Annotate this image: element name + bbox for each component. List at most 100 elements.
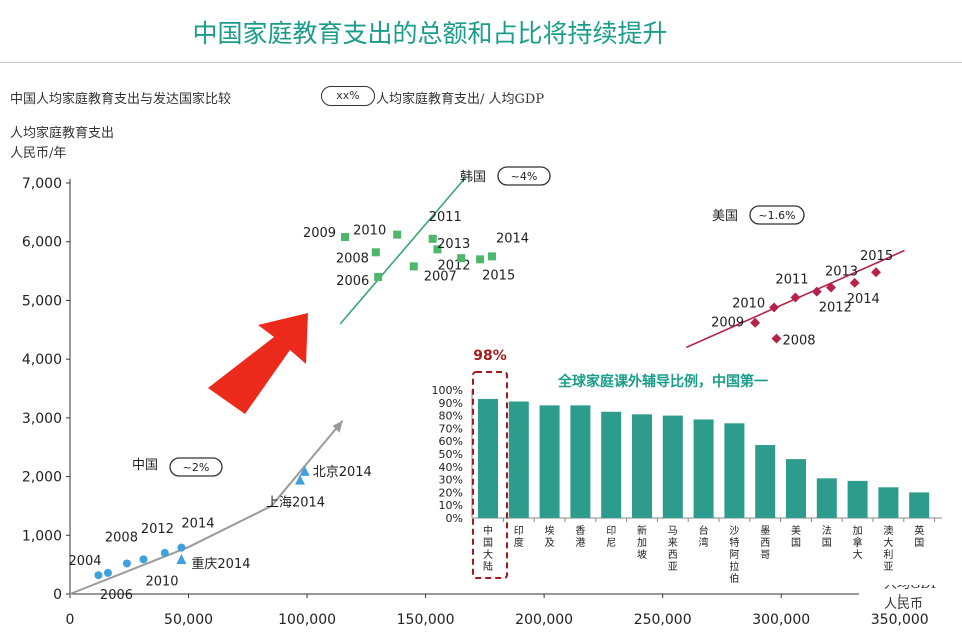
point-year-label: 2013 [825, 265, 858, 280]
y-axis-label-line-1: 人均家庭教育支出 [10, 126, 115, 141]
point-year-label: 2014 [496, 231, 529, 246]
china-city-point [299, 465, 310, 476]
bar-category-label-char: 及 [545, 537, 555, 549]
bar-category-label-char: 度 [514, 536, 524, 549]
bar-category-label-char: 大 [883, 536, 893, 549]
bar-category-label-char: 台 [699, 524, 709, 537]
bar-category-label-char: 加 [637, 537, 647, 549]
usa-point [771, 333, 782, 344]
bar [478, 398, 498, 518]
ratio-pill-label: ~1.6% [758, 209, 795, 222]
usa-point [826, 282, 836, 293]
point-year-label: 2010 [353, 224, 386, 239]
korea-point [428, 234, 437, 243]
korea-trend-line [339, 176, 467, 325]
usa-point [790, 292, 801, 303]
point-year-label: 2011 [775, 272, 808, 287]
point-year-label: 2008 [336, 251, 369, 266]
china-trend-line [69, 420, 344, 595]
point-year-label: 2012 [141, 522, 174, 537]
point-year-label: 2015 [860, 249, 893, 264]
point-year-label: 2006 [336, 274, 369, 289]
bar [847, 480, 868, 518]
korea-point [340, 233, 349, 242]
y-tick-label: 7,000 [22, 176, 62, 192]
point-year-label: 2009 [303, 226, 336, 241]
ratio-pill [169, 457, 223, 477]
bar [662, 415, 683, 518]
bar-category-label-char: 国 [914, 537, 924, 549]
bar-category-label-char: 哥 [760, 549, 770, 561]
legend-note: 人均家庭教育支出/ 人均GDP [376, 92, 545, 107]
x-tick-label: 100,000 [278, 612, 336, 628]
bar-category-label-char: 墨 [760, 525, 770, 537]
bar-y-tick-label: 30% [439, 474, 463, 487]
point-year-label: 2010 [145, 574, 178, 589]
usa-point [769, 302, 780, 313]
bar-category-label-char: 阿 [729, 549, 739, 561]
usa-point [750, 317, 761, 328]
bar-category-label-char: 加 [853, 525, 863, 537]
bar-category-label-char: 英 [914, 524, 924, 537]
point-year-label: 2011 [429, 210, 462, 225]
korea-point [476, 255, 485, 264]
city-point-label: 重庆2014 [191, 556, 250, 572]
highlight-value-label: 98% [473, 348, 507, 364]
bar-y-tick-label: 60% [439, 435, 463, 448]
series-name-label: 中国 [132, 458, 158, 473]
point-year-label: 2009 [711, 316, 744, 331]
korea-point [371, 248, 380, 257]
x-tick-label: 0 [66, 612, 75, 628]
bar-category-label-char: 拿 [853, 536, 863, 549]
china-point [122, 559, 131, 568]
x-tick-label: 300,000 [752, 612, 810, 628]
x-axis-label-line-2: 人民币 [884, 597, 924, 612]
x-tick-label: 50,000 [164, 612, 213, 628]
usa-point [871, 267, 881, 278]
bar-category-label-char: 西 [760, 538, 770, 549]
usa-point [811, 286, 822, 297]
china-city-point [294, 474, 305, 485]
bar-y-tick-label: 0% [446, 512, 463, 525]
y-axis-label-line-2: 人民币/年 [10, 146, 67, 161]
bar-category-label-char: 大 [483, 548, 493, 561]
x-tick-label: 250,000 [634, 612, 692, 628]
bar-category-label-char: 拉 [729, 560, 739, 573]
bar [632, 414, 652, 518]
bar-y-tick-label: 50% [439, 448, 463, 461]
china-trend-arrowhead [332, 420, 343, 433]
bar-category-label-char: 埃 [545, 524, 555, 537]
bar [755, 445, 776, 518]
bar-category-label-char: 伯 [729, 572, 739, 585]
bar-category-label-char: 利 [883, 549, 893, 561]
bar-y-tick-label: 40% [439, 461, 463, 474]
bar-category-label-char: 陆 [483, 560, 493, 573]
bar-category-label-char: 尼 [606, 537, 616, 549]
bar [786, 459, 806, 518]
bar-category-label-char: 坡 [637, 548, 647, 561]
y-tick-label: 3,000 [22, 411, 62, 427]
growth-arrow [208, 313, 308, 414]
bar-category-label-char: 法 [822, 524, 832, 537]
bar-y-tick-label: 70% [439, 422, 463, 435]
highlight-box [472, 371, 508, 579]
point-year-label: 2012 [819, 301, 852, 316]
bar-category-label-char: 新 [637, 524, 647, 537]
bar-category-label-char: 国 [483, 537, 493, 549]
page-title: 中国家庭教育支出的总额和占比将持续提升 [192, 19, 668, 48]
y-tick-label: 1,000 [22, 528, 62, 544]
korea-point [393, 230, 402, 239]
ratio-pill-label: ~4% [511, 170, 538, 183]
bar [508, 401, 529, 518]
china-point [177, 543, 186, 552]
y-tick-label: 0 [53, 587, 62, 603]
point-year-label: 2015 [482, 268, 515, 283]
korea-point [433, 245, 442, 254]
bar [816, 478, 837, 518]
bar-category-label-char: 亚 [668, 562, 678, 573]
point-year-label: 2006 [100, 588, 133, 603]
bar [693, 419, 714, 518]
y-tick-label: 5,000 [22, 293, 62, 309]
point-year-label: 2014 [847, 292, 880, 307]
bar [878, 487, 899, 518]
